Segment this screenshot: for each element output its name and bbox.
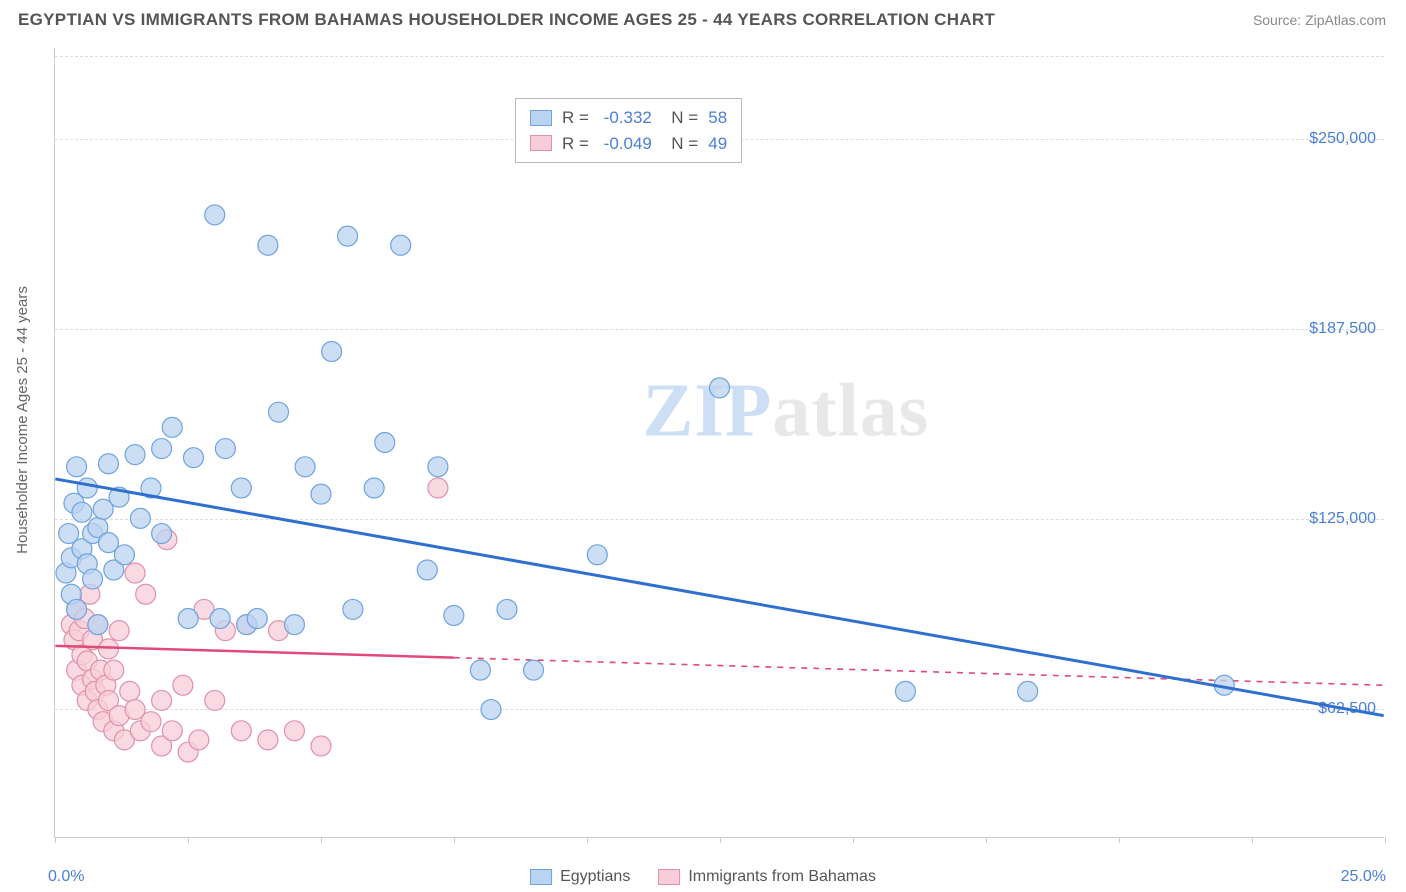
swatch-egyptians-icon xyxy=(530,869,552,885)
data-point-a xyxy=(338,226,358,246)
data-point-a xyxy=(284,615,304,635)
legend-item-a: Egyptians xyxy=(530,868,630,886)
legend-item-b: Immigrants from Bahamas xyxy=(658,868,876,886)
stats-row-b: R = -0.049 N =49 xyxy=(530,131,727,157)
r-value-a: -0.332 xyxy=(604,105,652,131)
data-point-a xyxy=(311,484,331,504)
data-point-a xyxy=(67,457,87,477)
scatter-plot-svg xyxy=(55,48,1384,837)
data-point-b xyxy=(231,721,251,741)
data-point-a xyxy=(247,609,267,629)
x-tick xyxy=(1252,837,1253,843)
data-point-a xyxy=(83,569,103,589)
x-tick xyxy=(1119,837,1120,843)
x-tick xyxy=(587,837,588,843)
data-point-a xyxy=(524,660,544,680)
data-point-a xyxy=(162,417,182,437)
data-point-a xyxy=(114,545,134,565)
chart-plot-area: ZIPatlas $62,500$125,000$187,500$250,000… xyxy=(54,48,1384,838)
data-point-a xyxy=(178,609,198,629)
data-point-b xyxy=(125,563,145,583)
data-point-a xyxy=(125,445,145,465)
chart-title: EGYPTIAN VS IMMIGRANTS FROM BAHAMAS HOUS… xyxy=(18,10,995,30)
data-point-b xyxy=(162,721,182,741)
data-point-b xyxy=(109,621,129,641)
x-tick xyxy=(188,837,189,843)
data-point-a xyxy=(497,599,517,619)
x-tick xyxy=(853,837,854,843)
data-point-a xyxy=(391,235,411,255)
data-point-a xyxy=(364,478,384,498)
data-point-a xyxy=(183,448,203,468)
data-point-b xyxy=(141,712,161,732)
data-point-a xyxy=(210,609,230,629)
legend-label-a: Egyptians xyxy=(560,868,630,886)
regression-line-dashed-b xyxy=(454,658,1384,686)
data-point-a xyxy=(444,605,464,625)
data-point-b xyxy=(173,675,193,695)
data-point-a xyxy=(1018,681,1038,701)
swatch-egyptians xyxy=(530,110,552,126)
stats-legend-box: R = -0.332 N =58 R = -0.049 N =49 xyxy=(515,98,742,163)
data-point-a xyxy=(322,341,342,361)
series-legend: Egyptians Immigrants from Bahamas xyxy=(530,868,876,886)
x-tick xyxy=(55,837,56,843)
r-value-b: -0.049 xyxy=(604,131,652,157)
data-point-a xyxy=(152,524,172,544)
data-point-a xyxy=(205,205,225,225)
regression-line-a xyxy=(55,479,1383,716)
data-point-b xyxy=(152,690,172,710)
data-point-a xyxy=(417,560,437,580)
x-axis-max: 25.0% xyxy=(1341,868,1386,886)
y-axis-label: Householder Income Ages 25 - 44 years xyxy=(14,286,31,554)
x-tick xyxy=(986,837,987,843)
data-point-a xyxy=(895,681,915,701)
n-value-b: 49 xyxy=(708,131,727,157)
x-tick xyxy=(321,837,322,843)
data-point-a xyxy=(67,599,87,619)
x-tick xyxy=(1385,837,1386,843)
data-point-a xyxy=(258,235,278,255)
data-point-b xyxy=(428,478,448,498)
data-point-b xyxy=(189,730,209,750)
data-point-b xyxy=(284,721,304,741)
data-point-a xyxy=(470,660,490,680)
data-point-a xyxy=(72,502,92,522)
stats-row-a: R = -0.332 N =58 xyxy=(530,105,727,131)
x-tick xyxy=(720,837,721,843)
data-point-a xyxy=(710,378,730,398)
data-point-a xyxy=(375,433,395,453)
data-point-b xyxy=(205,690,225,710)
data-point-a xyxy=(269,402,289,422)
data-point-a xyxy=(428,457,448,477)
data-point-a xyxy=(98,454,118,474)
legend-label-b: Immigrants from Bahamas xyxy=(688,868,876,886)
swatch-bahamas-icon xyxy=(658,869,680,885)
data-point-b xyxy=(311,736,331,756)
data-point-b xyxy=(258,730,278,750)
source-attribution: Source: ZipAtlas.com xyxy=(1253,12,1386,28)
data-point-b xyxy=(136,584,156,604)
data-point-a xyxy=(481,700,501,720)
x-axis-min: 0.0% xyxy=(48,868,84,886)
data-point-a xyxy=(231,478,251,498)
data-point-a xyxy=(77,478,97,498)
data-point-a xyxy=(587,545,607,565)
data-point-a xyxy=(215,439,235,459)
data-point-b xyxy=(104,660,124,680)
data-point-a xyxy=(295,457,315,477)
data-point-a xyxy=(88,615,108,635)
swatch-bahamas xyxy=(530,135,552,151)
x-tick xyxy=(454,837,455,843)
data-point-b xyxy=(120,681,140,701)
n-value-a: 58 xyxy=(708,105,727,131)
data-point-a xyxy=(130,508,150,528)
data-point-a xyxy=(343,599,363,619)
data-point-a xyxy=(152,439,172,459)
